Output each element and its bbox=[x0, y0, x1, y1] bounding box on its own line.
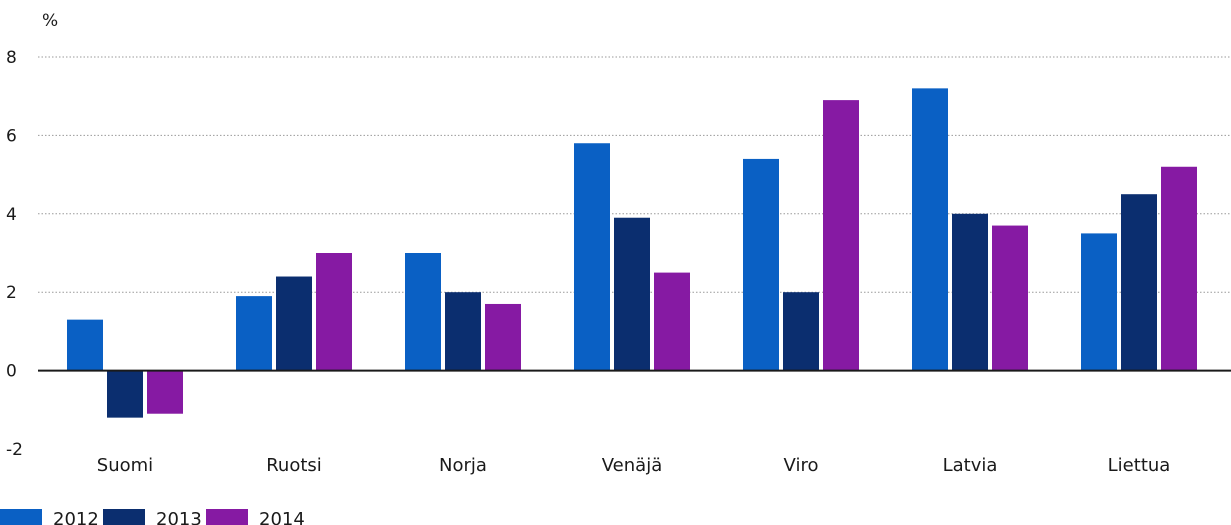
legend: 2012 2013 2014 bbox=[0, 509, 305, 525]
bar-2013-Latvia bbox=[952, 213, 988, 371]
bar-2012-Suomi bbox=[67, 319, 103, 371]
category-label: Venäjä bbox=[602, 455, 662, 476]
bar-2013-Liettua bbox=[1121, 194, 1157, 371]
bar-2013-Ruotsi bbox=[276, 276, 312, 371]
legend-swatch-2012 bbox=[0, 509, 42, 525]
category-label: Suomi bbox=[97, 455, 153, 476]
bar-2013-Suomi bbox=[107, 370, 143, 418]
category-label: Norja bbox=[439, 455, 487, 476]
bar-2012-Liettua bbox=[1081, 233, 1117, 371]
bar-2014-Viro bbox=[823, 100, 859, 371]
bar-2012-Viro bbox=[743, 158, 779, 371]
y-tick-label: 4 bbox=[6, 205, 17, 225]
y-tick-label: 0 bbox=[6, 362, 17, 382]
y-tick-label: -2 bbox=[6, 440, 23, 460]
bar-2014-Liettua bbox=[1161, 166, 1197, 371]
bars bbox=[67, 88, 1197, 418]
bar-2014-Latvia bbox=[992, 225, 1028, 371]
y-tick-label: 8 bbox=[6, 48, 17, 68]
bar-2014-Venäjä bbox=[654, 272, 690, 371]
bar-2014-Norja bbox=[485, 303, 521, 371]
bar-2013-Viro bbox=[783, 292, 819, 371]
bar-2012-Norja bbox=[405, 253, 441, 371]
bar-2014-Suomi bbox=[147, 370, 183, 414]
legend-label-2014: 2014 bbox=[259, 509, 305, 525]
legend-swatch-2014 bbox=[206, 509, 248, 525]
category-labels: Suomi Ruotsi Norja Venäjä Viro Latvia Liettua bbox=[97, 455, 1171, 476]
bar-2012-Ruotsi bbox=[236, 296, 272, 371]
bar-2012-Venäjä bbox=[574, 143, 610, 371]
category-label: Ruotsi bbox=[266, 455, 322, 476]
legend-label-2013: 2013 bbox=[156, 509, 202, 525]
category-label: Viro bbox=[784, 455, 819, 476]
y-tick-label: 2 bbox=[6, 283, 17, 303]
category-label: Liettua bbox=[1108, 455, 1171, 476]
legend-swatch-2013 bbox=[103, 509, 145, 525]
y-tick-label: 6 bbox=[6, 126, 17, 146]
bar-2012-Latvia bbox=[912, 88, 948, 371]
y-axis-unit-label: % bbox=[42, 11, 58, 31]
bar-2013-Venäjä bbox=[614, 217, 650, 371]
bar-2014-Ruotsi bbox=[316, 253, 352, 371]
y-axis-ticks: 8 6 4 2 0 -2 bbox=[6, 48, 23, 460]
category-label: Latvia bbox=[943, 455, 998, 476]
legend-label-2012: 2012 bbox=[53, 509, 99, 525]
bar-2013-Norja bbox=[445, 292, 481, 371]
